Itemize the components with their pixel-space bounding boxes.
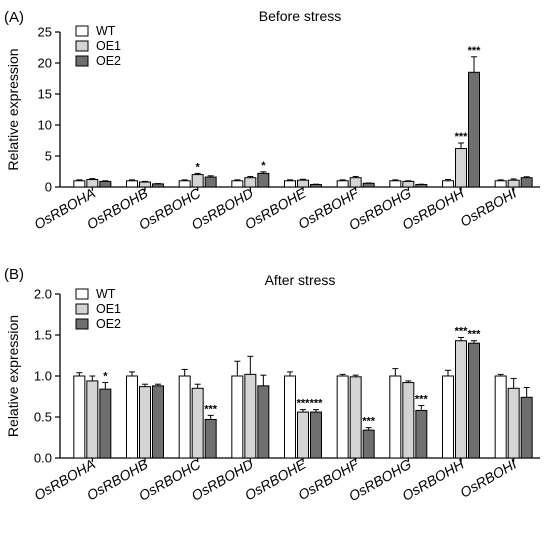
bar: [336, 375, 349, 459]
bar: [257, 385, 270, 459]
significance-label: ***: [362, 416, 376, 428]
legend-label: OE1: [96, 39, 121, 53]
bar: [336, 180, 349, 188]
significance-label: ***: [310, 398, 324, 410]
bar: [152, 385, 164, 459]
bar: [284, 180, 296, 188]
bar: [178, 180, 191, 188]
legend-swatch: [75, 55, 89, 67]
significance-label: ***: [468, 329, 482, 341]
significance-label: *: [196, 161, 201, 173]
legend-label: OE1: [96, 302, 121, 316]
legend-swatch: [75, 318, 89, 330]
legend-label: OE2: [96, 54, 121, 68]
bar: [389, 375, 402, 459]
bar: [178, 375, 191, 459]
bar: [442, 375, 454, 459]
legend-swatch: [75, 25, 89, 37]
bar: [86, 380, 99, 459]
y-tick-label: 20: [38, 56, 52, 71]
bar: [126, 375, 138, 459]
bar: [415, 409, 428, 459]
bar: [73, 180, 86, 188]
bar: [349, 376, 362, 459]
bar: [99, 388, 112, 459]
significance-label: ***: [455, 325, 469, 337]
significance-label: *: [261, 160, 266, 172]
legend-label: OE2: [96, 317, 121, 331]
y-tick-label: 0.5: [34, 410, 52, 425]
legend-label: WT: [96, 287, 116, 301]
bar: [284, 375, 296, 459]
bar: [310, 184, 322, 188]
bar: [362, 182, 375, 188]
bar: [389, 180, 402, 188]
bar: [310, 411, 322, 459]
y-tick-label: 0.0: [34, 451, 52, 466]
legend-label: WT: [96, 24, 116, 38]
significance-label: ***: [204, 403, 218, 415]
y-tick-label: 5: [45, 149, 52, 164]
x-tick-label: OsRBOHI: [457, 185, 519, 230]
panel-label: (B): [4, 266, 24, 283]
bar: [99, 180, 112, 188]
y-tick-label: 2.0: [34, 287, 52, 302]
bar: [520, 396, 533, 459]
significance-label: ***: [415, 394, 429, 406]
bar: [139, 386, 151, 459]
y-tick-label: 15: [38, 87, 52, 102]
bar: [73, 375, 86, 459]
significance-label: ***: [455, 131, 469, 143]
bar: [257, 172, 270, 188]
significance-label: ***: [468, 45, 482, 57]
panel-label: (A): [4, 9, 24, 26]
bar: [231, 375, 244, 459]
y-tick-label: 0: [45, 180, 52, 195]
bar: [362, 429, 375, 459]
bar: [244, 373, 257, 459]
bar: [455, 340, 467, 459]
significance-label: *: [103, 371, 108, 383]
y-axis-label: Relative expression: [5, 315, 21, 437]
bar: [191, 387, 204, 459]
chart-title: After stress: [265, 272, 336, 288]
bar: [152, 183, 164, 188]
legend-swatch: [75, 288, 89, 300]
bar: [204, 418, 217, 459]
bar: [468, 342, 480, 459]
chart-title: Before stress: [259, 8, 341, 24]
y-axis-label: Relative expression: [5, 48, 21, 170]
significance-label: ***: [297, 398, 311, 410]
panel-b-expression-chart: (B) After stress 0.0 0.5 1.0 1.5 2.0 Relative e…: [4, 266, 540, 504]
panel-a-expression-chart: (A) Before stress 0 5 10 15 20 25 Relative expre…: [4, 8, 540, 233]
bar: [126, 180, 138, 188]
y-tick-label: 1.5: [34, 328, 52, 343]
bar: [455, 148, 467, 188]
bar: [415, 184, 428, 188]
bar: [494, 180, 507, 188]
bar: [402, 382, 415, 459]
legend-swatch: [75, 303, 89, 315]
bar: [507, 387, 520, 459]
bar: [297, 411, 309, 459]
y-tick-label: 1.0: [34, 369, 52, 384]
x-tick-label: OsRBOHI: [457, 456, 519, 501]
bar: [204, 176, 217, 188]
bar: [494, 375, 507, 459]
bar: [231, 180, 244, 188]
legend-swatch: [75, 40, 89, 52]
y-tick-label: 10: [38, 118, 52, 133]
bar: [468, 71, 480, 188]
y-tick-label: 25: [38, 25, 52, 40]
bar: [442, 180, 454, 188]
bar: [520, 177, 533, 188]
